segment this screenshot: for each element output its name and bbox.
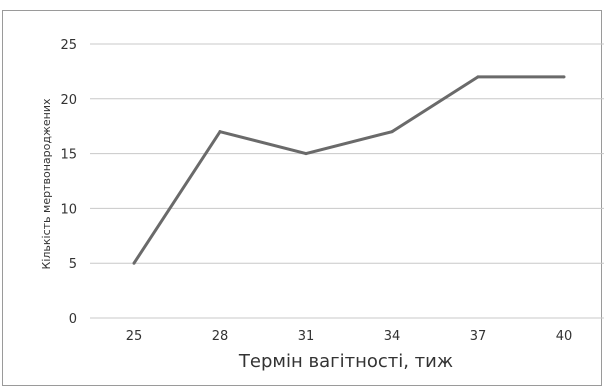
data-point — [132, 261, 136, 265]
x-tick-label: 31 — [298, 329, 315, 344]
y-tick-label: 20 — [60, 93, 77, 108]
x-axis-ticks: 25 28 31 34 37 40 — [126, 329, 573, 344]
grid-lines — [90, 43, 604, 319]
data-point — [218, 130, 222, 134]
y-tick-label: 0 — [69, 312, 77, 327]
y-tick-label: 15 — [60, 148, 77, 163]
x-tick-label: 40 — [556, 329, 573, 344]
y-tick-label: 5 — [69, 257, 77, 272]
x-tick-label: 25 — [126, 329, 143, 344]
y-axis-title: Кількість мертвонароджених — [40, 98, 53, 269]
y-tick-label: 25 — [60, 38, 77, 53]
y-axis-ticks: 0 5 10 15 20 25 — [60, 38, 77, 327]
data-point — [304, 152, 308, 156]
x-axis-title: Термін вагітності, тиж — [238, 351, 453, 372]
data-point — [390, 130, 394, 134]
x-tick-label: 28 — [212, 329, 229, 344]
x-tick-label: 34 — [384, 329, 401, 344]
series-layer — [132, 75, 566, 265]
chart-frame — [2, 10, 602, 386]
data-point — [562, 75, 566, 79]
x-tick-label: 37 — [470, 329, 487, 344]
y-tick-label: 10 — [60, 202, 77, 217]
data-point — [476, 75, 480, 79]
series-line — [132, 75, 564, 265]
